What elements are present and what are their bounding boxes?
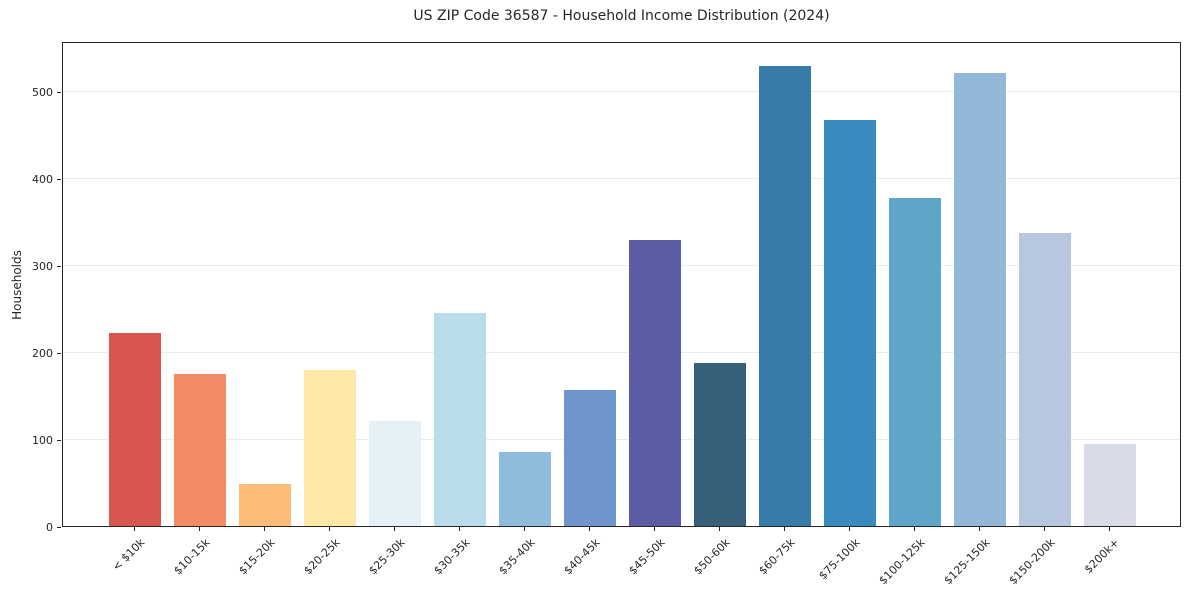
bar-125-150k bbox=[954, 73, 1006, 526]
gridline bbox=[63, 177, 1180, 179]
y-tick-label: 100 bbox=[32, 433, 53, 447]
x-tick-label: $60-75k bbox=[755, 536, 798, 578]
x-tick-mark bbox=[653, 527, 655, 531]
x-tick-label: $40-45k bbox=[560, 536, 603, 578]
gridline bbox=[63, 90, 1180, 92]
y-tick-mark bbox=[57, 178, 61, 180]
x-tick-label: $35-40k bbox=[495, 536, 538, 578]
bar-45-50k bbox=[629, 240, 681, 526]
x-tick-label: $45-50k bbox=[625, 536, 668, 578]
bar-35-40k bbox=[499, 452, 551, 526]
plot-area bbox=[62, 42, 1181, 527]
x-tick-label: $75-100k bbox=[815, 536, 863, 583]
bar-75-100k bbox=[824, 120, 876, 526]
y-axis-label-container: Households bbox=[10, 42, 24, 527]
y-tick-mark bbox=[57, 91, 61, 93]
gridline bbox=[63, 264, 1180, 266]
x-tick-label: $25-30k bbox=[365, 536, 408, 578]
x-tick-mark bbox=[978, 527, 980, 531]
x-tick-mark bbox=[393, 527, 395, 531]
x-tick-mark bbox=[523, 527, 525, 531]
bar-10-15k bbox=[174, 373, 226, 526]
bar-10k bbox=[109, 333, 161, 526]
x-tick-mark bbox=[198, 527, 200, 531]
x-tick-mark bbox=[1108, 527, 1110, 531]
bar-60-75k bbox=[759, 66, 811, 526]
gridline bbox=[63, 438, 1180, 440]
x-tick-mark bbox=[328, 527, 330, 531]
y-tick-mark bbox=[57, 265, 61, 267]
x-tick-label: $150-200k bbox=[1006, 536, 1058, 588]
x-tick-label: $20-25k bbox=[300, 536, 343, 578]
bar-15-20k bbox=[239, 484, 291, 526]
y-tick-label: 400 bbox=[32, 172, 53, 186]
gridline bbox=[63, 351, 1180, 353]
x-tick-label: $125-150k bbox=[941, 536, 993, 588]
x-tick-mark bbox=[588, 527, 590, 531]
x-tick-mark bbox=[263, 527, 265, 531]
chart-title: US ZIP Code 36587 - Household Income Dis… bbox=[413, 8, 830, 24]
x-tick-label: $200k+ bbox=[1082, 536, 1123, 577]
x-tick-label: $50-60k bbox=[690, 536, 733, 578]
x-tick-mark bbox=[913, 527, 915, 531]
bar-20-25k bbox=[304, 370, 356, 526]
y-tick-label: 500 bbox=[32, 85, 53, 99]
y-tick-label: 200 bbox=[32, 346, 53, 360]
x-tick-label: $10-15k bbox=[170, 536, 213, 578]
x-tick-mark bbox=[848, 527, 850, 531]
bar-150-200k bbox=[1019, 233, 1071, 526]
bar-30-35k bbox=[434, 313, 486, 526]
x-tick-label: $15-20k bbox=[235, 536, 278, 578]
bar-100-125k bbox=[889, 198, 941, 526]
x-tick-mark bbox=[783, 527, 785, 531]
x-tick-mark bbox=[458, 527, 460, 531]
x-tick-label: < $10k bbox=[109, 536, 148, 574]
x-tick-mark bbox=[718, 527, 720, 531]
bar-200k bbox=[1084, 444, 1136, 526]
y-tick-label: 300 bbox=[32, 259, 53, 273]
y-tick-mark bbox=[57, 352, 61, 354]
x-tick-label: $30-35k bbox=[430, 536, 473, 578]
y-tick-mark bbox=[57, 526, 61, 528]
y-tick-label: 0 bbox=[46, 520, 53, 534]
bar-50-60k bbox=[694, 362, 746, 526]
y-tick-mark bbox=[57, 439, 61, 441]
bar-40-45k bbox=[564, 390, 616, 526]
bar-25-30k bbox=[369, 420, 421, 526]
x-tick-mark bbox=[133, 527, 135, 531]
x-tick-mark bbox=[1043, 527, 1045, 531]
x-tick-label: $100-125k bbox=[876, 536, 928, 588]
